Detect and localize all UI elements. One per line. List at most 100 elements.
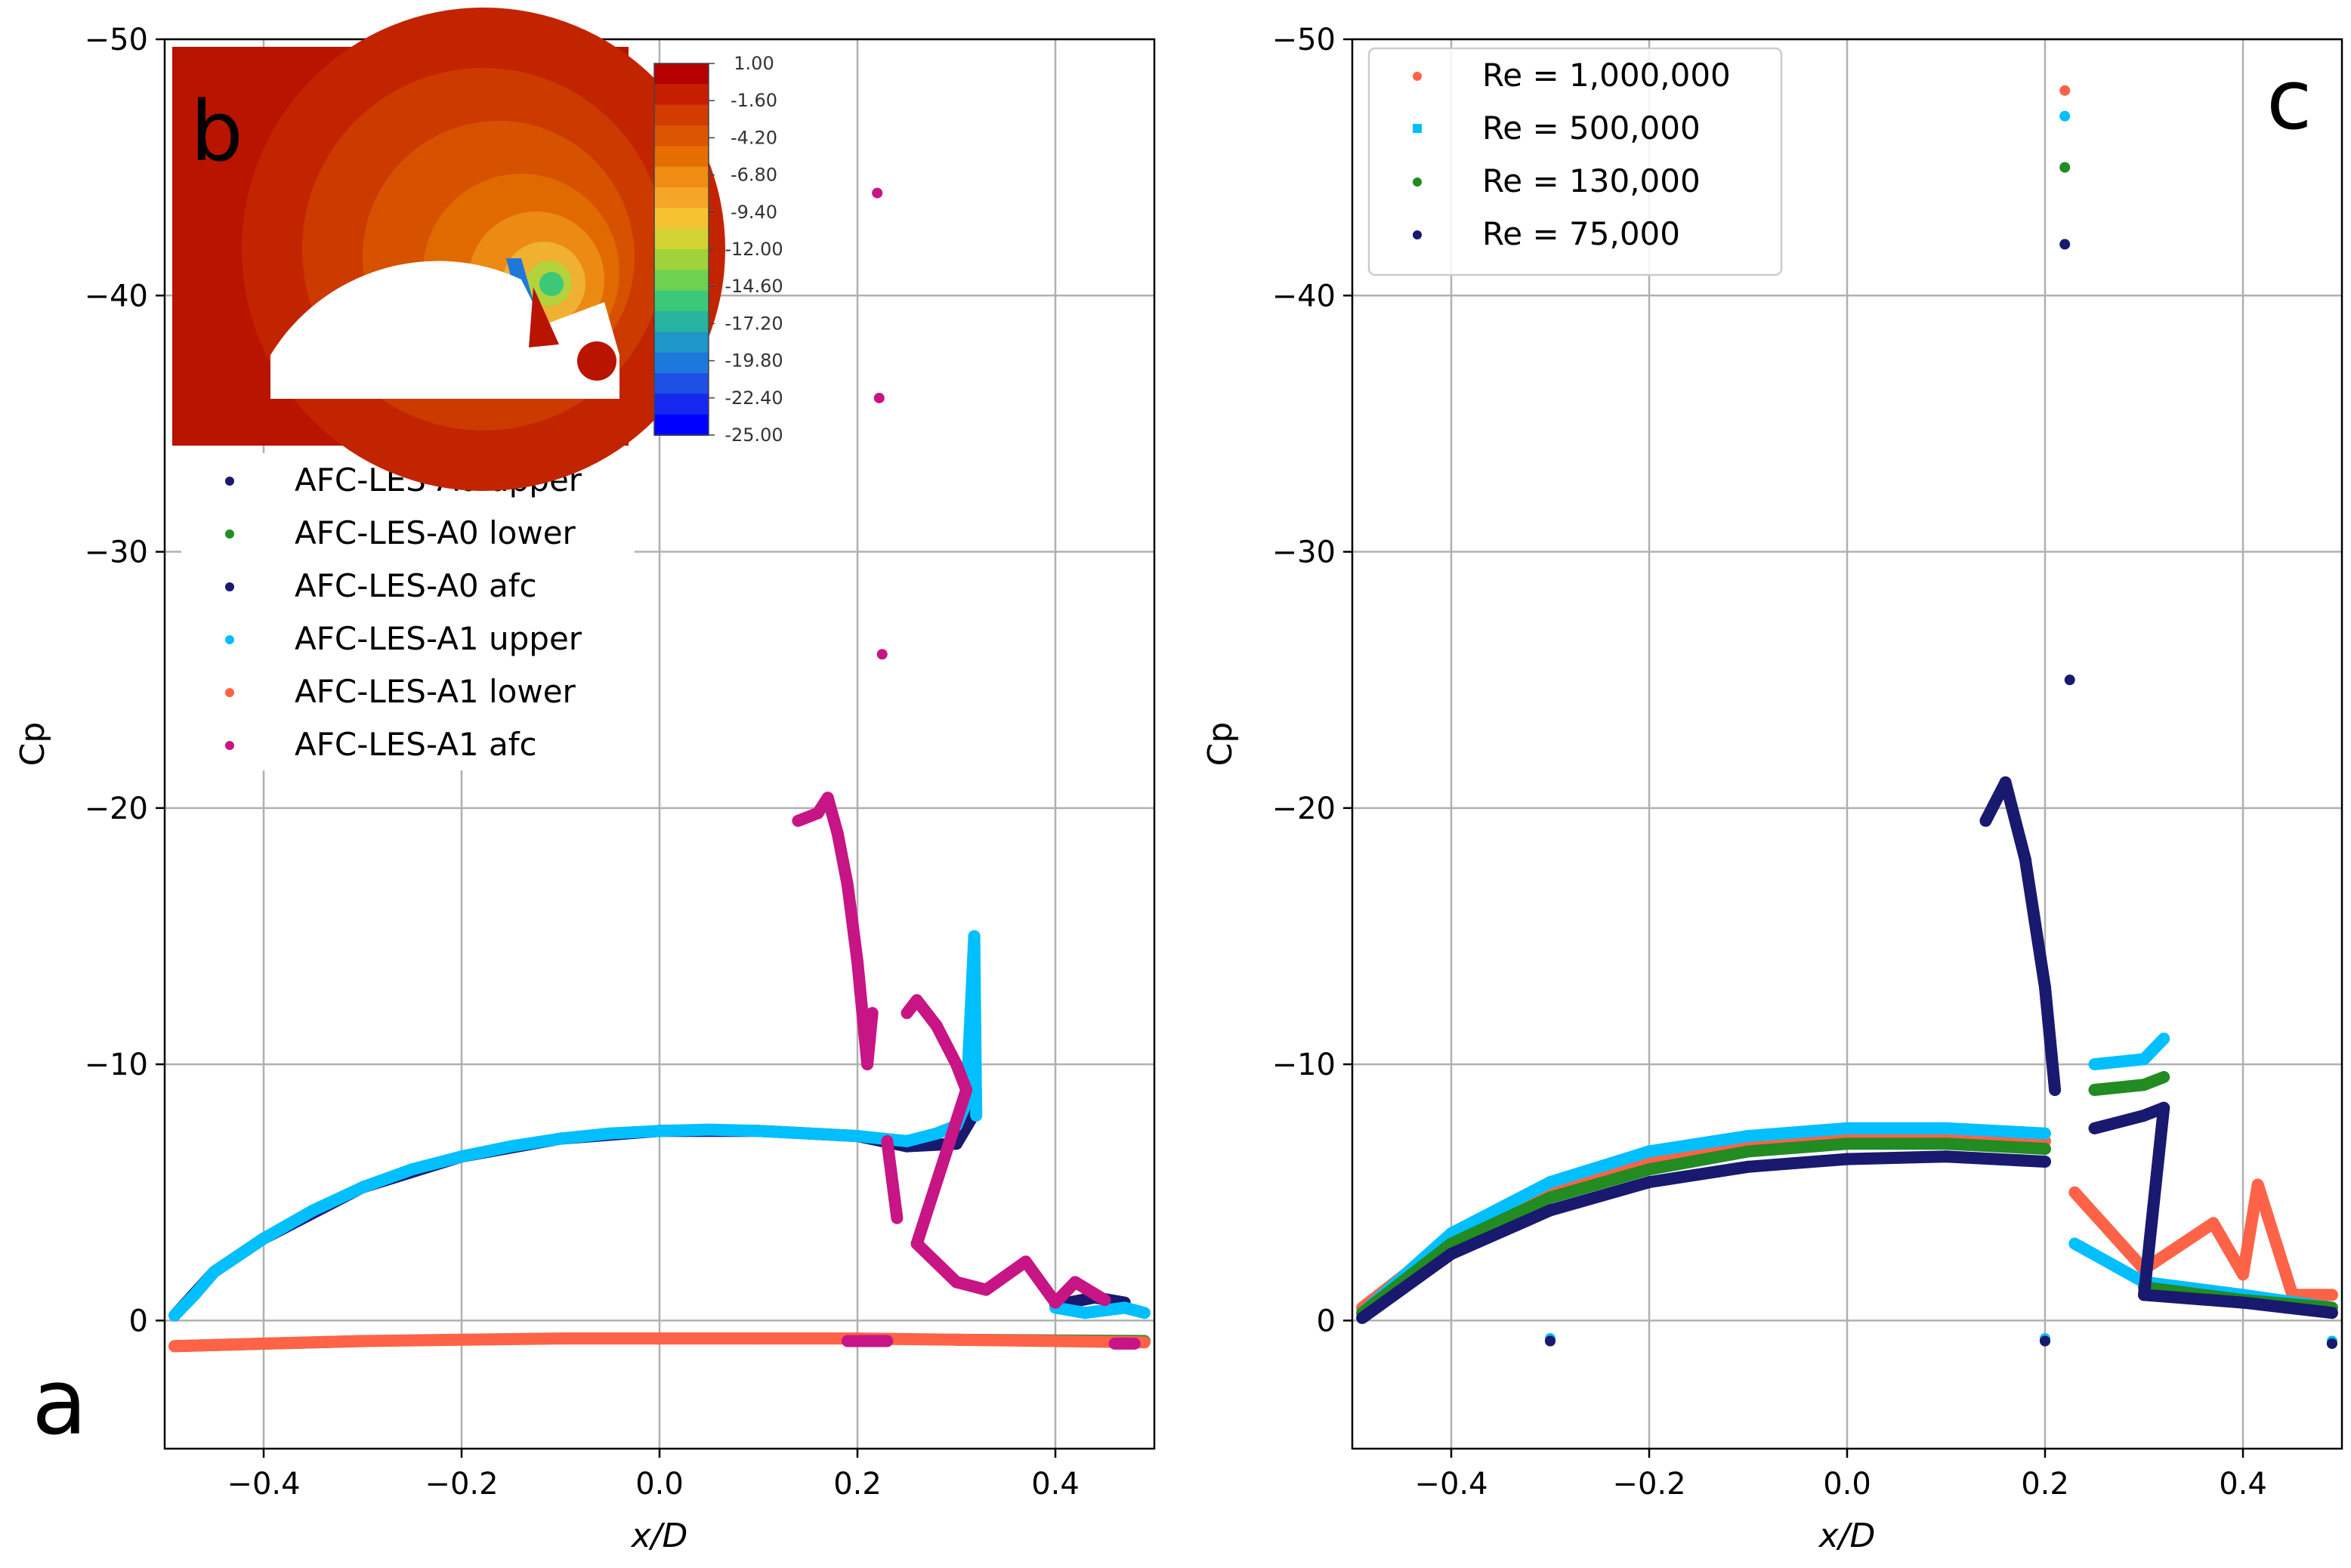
data-trail	[1940, 1122, 2051, 1140]
data-trail	[861, 1007, 879, 1071]
panel-a-ticks: −0.4 −0.2 0.0 0.2 0.4 −50 −40 −30 −20 −10 0	[85, 23, 1080, 1502]
legend-marker	[225, 635, 234, 644]
data-trail	[2088, 1079, 2150, 1097]
data-trail	[2138, 1101, 2170, 1301]
legend-label: AFC-LES-A1 afc	[295, 726, 537, 763]
data-trail	[703, 1123, 765, 1137]
panel-c: −0.4 −0.2 0.0 0.2 0.4 −50 −40 −30 −20 −10 0 x/D Cp…	[1201, 23, 2343, 1555]
panel-a-ylabel: Cp	[14, 722, 52, 767]
data-trail	[1742, 1137, 1853, 1158]
data-trail	[1019, 1255, 1061, 1309]
data-trail	[1079, 1301, 1131, 1320]
y-tick-label: 0	[1317, 1304, 1336, 1338]
legend-label: AFC-LES-A1 upper	[295, 620, 582, 657]
data-trail	[2138, 1289, 2249, 1309]
colorbar-tick-label: -17.20	[724, 313, 783, 334]
data-trail	[2251, 1178, 2299, 1301]
data-trail	[208, 1232, 270, 1278]
data-trail	[2088, 1053, 2150, 1071]
colorbar-level	[654, 373, 709, 395]
legend-marker	[1413, 230, 1422, 239]
colorbar-level	[654, 208, 709, 230]
data-trail	[968, 930, 983, 1122]
legend-marker	[225, 688, 234, 697]
data-trail	[2138, 1217, 2220, 1276]
data-trail	[1643, 1145, 1754, 1176]
data-trail	[2068, 1237, 2150, 1289]
colorbar-tick-label: -14.60	[724, 276, 783, 297]
y-tick-label: −50	[1272, 23, 1336, 57]
data-trail	[831, 827, 854, 891]
data-point	[867, 1008, 878, 1019]
x-tick-label: 0.0	[1823, 1467, 1871, 1502]
data-trail	[1940, 1137, 2051, 1156]
data-trail	[653, 1123, 715, 1137]
colorbar-tick-label: -6.80	[731, 165, 777, 186]
data-trail	[1841, 1150, 1952, 1165]
data-trail	[168, 1337, 270, 1353]
y-tick-label: −30	[85, 536, 148, 570]
data-trail	[980, 1255, 1032, 1296]
data-trail	[950, 1333, 1061, 1347]
colorbar-level	[654, 352, 709, 374]
y-tick-label: −20	[1272, 792, 1336, 826]
legend-marker	[1413, 177, 1422, 187]
x-tick-label: 0.4	[1031, 1467, 1080, 1502]
legend-marker	[1413, 72, 1422, 81]
data-trail	[604, 1125, 666, 1140]
data-trail	[2019, 853, 2051, 994]
legend-marker	[225, 477, 234, 486]
data-trail	[307, 1181, 369, 1217]
data-point	[891, 1212, 903, 1224]
y-tick-label: −20	[85, 792, 148, 826]
y-tick-label: −40	[85, 279, 148, 313]
data-trail	[802, 1127, 863, 1143]
colorbar-level	[654, 249, 709, 271]
series-re-75-000	[1356, 239, 2338, 1349]
data-trail	[1544, 1145, 1655, 1189]
data-trail	[1742, 1130, 1853, 1150]
x-tick-label: −0.4	[227, 1467, 300, 1502]
panel-c-xlabel: x/D	[1818, 1517, 1876, 1555]
data-point	[1545, 1335, 1555, 1347]
data-point	[2059, 85, 2071, 96]
series-re-1-000-000	[1356, 85, 2338, 1347]
data-trail	[357, 1163, 419, 1193]
data-trail	[2039, 981, 2062, 1097]
colorbar-level	[654, 332, 709, 353]
colorbar: 1.00 -1.60 -4.20 -6.80 -9.40 -12.00 -14.60 -17.…	[653, 53, 783, 446]
colorbar-level	[654, 166, 709, 188]
data-point	[872, 187, 883, 199]
x-tick-label: 0.0	[635, 1467, 684, 1502]
x-tick-label: −0.4	[1414, 1467, 1488, 1502]
colorbar-tick-label: -25.00	[724, 424, 783, 446]
legend-label: Re = 75,000	[1482, 215, 1680, 252]
data-point	[971, 1110, 982, 1121]
legend-label: AFC-LES-A0 afc	[295, 567, 537, 604]
series-afc-les-a1-upper	[168, 930, 1151, 1322]
legend-frame	[181, 453, 635, 770]
colorbar-tick-label: -9.40	[731, 202, 777, 223]
legend-marker	[1413, 124, 1422, 133]
data-point	[2158, 1072, 2170, 1083]
data-point	[2059, 162, 2071, 173]
panel-c-ticks: −0.4 −0.2 0.0 0.2 0.4 −50 −40 −30 −20 −10 0	[1272, 23, 2267, 1502]
data-point	[2326, 1307, 2337, 1319]
legend-label: AFC-LES-A0 lower	[295, 514, 576, 551]
colorbar-level	[654, 228, 709, 250]
series-afc-les-a1-afc	[792, 187, 1141, 1350]
data-point	[2059, 110, 2071, 122]
data-trail	[930, 1020, 962, 1071]
colorbar-level	[654, 104, 709, 126]
legend-label: Re = 500,000	[1482, 110, 1701, 147]
y-tick-label: −40	[1272, 279, 1336, 313]
data-trail	[1999, 776, 2031, 866]
colorbar-level	[654, 146, 709, 168]
data-trail	[357, 1333, 468, 1347]
data-point	[2050, 1085, 2061, 1096]
colorbar-tick-label: -1.60	[731, 90, 777, 111]
legend-label: Re = 1,000,000	[1482, 57, 1731, 94]
data-trail	[555, 1127, 616, 1145]
data-trail	[1544, 1163, 1655, 1204]
